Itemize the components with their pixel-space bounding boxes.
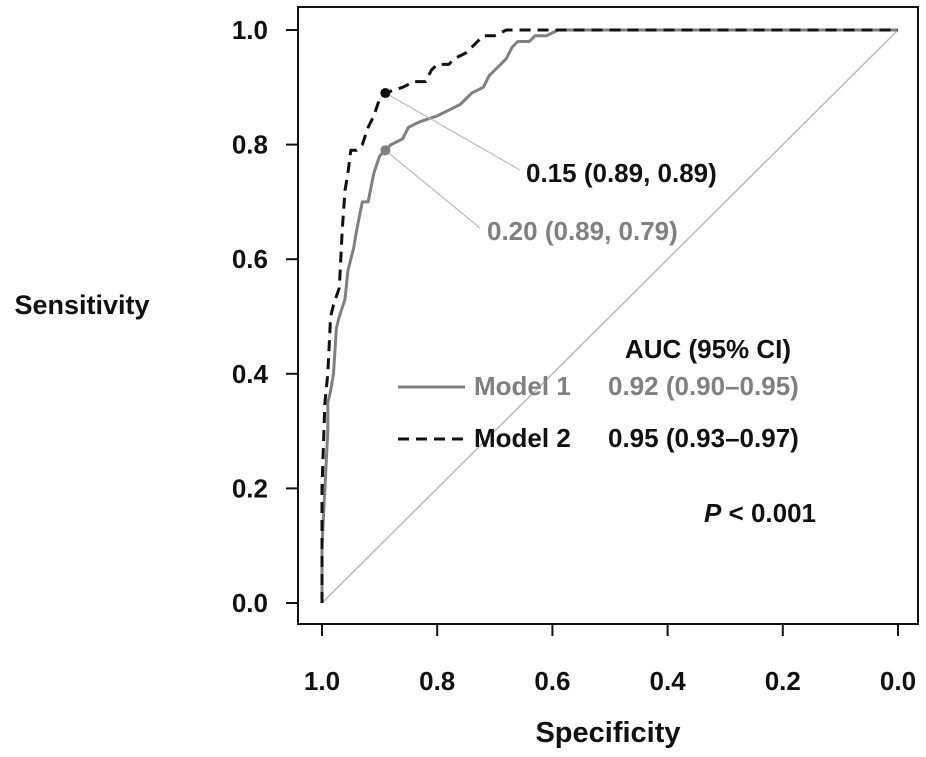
p-value-annotation: P < 0.001 (704, 498, 816, 528)
roc-curve-model-1 (320, 28, 898, 603)
legend-auc-value: 0.95 (0.93–0.97) (608, 423, 799, 453)
x-tick-label: 0.0 (880, 666, 916, 696)
x-tick-label: 0.6 (534, 666, 570, 696)
y-tick-label: 0.4 (232, 359, 269, 389)
y-tick-label: 0.6 (232, 244, 268, 274)
x-tick-label: 0.8 (419, 666, 455, 696)
p-value-text: < 0.001 (721, 498, 816, 528)
roc-curve-model-2 (320, 28, 898, 603)
y-tick-label: 0.8 (232, 130, 268, 160)
x-axis-label: Specificity (535, 717, 680, 749)
p-value-symbol: P (704, 498, 722, 528)
threshold-point (380, 88, 391, 99)
x-tick-label: 0.4 (650, 666, 687, 696)
y-tick-label: 1.0 (232, 15, 268, 45)
threshold-label: 0.15 (0.89, 0.89) (526, 158, 717, 188)
legend-title: AUC (95% CI) (625, 334, 791, 364)
threshold-label: 0.20 (0.89, 0.79) (487, 216, 678, 246)
reference-diagonal-line (321, 29, 899, 604)
x-tick-label: 0.2 (765, 666, 801, 696)
legend-auc-value: 0.92 (0.90–0.95) (608, 371, 799, 401)
threshold-point (380, 145, 391, 156)
legend-series-name: Model 2 (474, 423, 571, 453)
legend-series-name: Model 1 (474, 371, 571, 401)
plot-frame (297, 6, 919, 625)
y-tick-label: 0.0 (232, 588, 268, 618)
threshold-leader-line (385, 92, 521, 171)
threshold-leader-line (384, 149, 481, 229)
y-axis-label: Sensitivity (14, 290, 149, 320)
y-tick-label: 0.2 (232, 473, 268, 503)
x-tick-label: 1.0 (304, 666, 340, 696)
